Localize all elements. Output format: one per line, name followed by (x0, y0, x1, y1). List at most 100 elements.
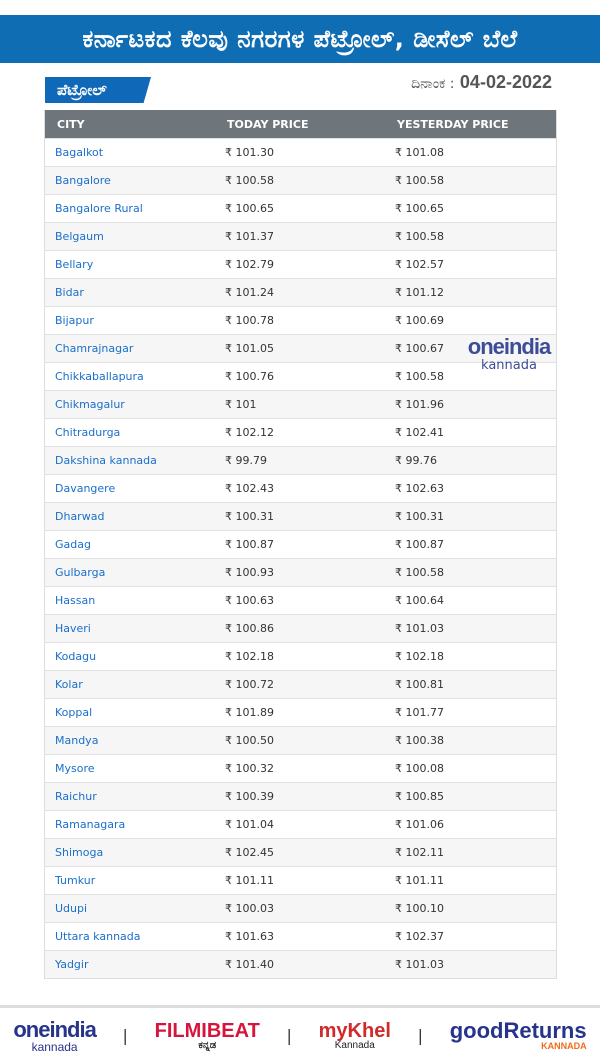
city-link[interactable]: Gulbarga (44, 558, 215, 587)
today-price: ₹ 100.87 (215, 530, 385, 559)
today-price: ₹ 100.86 (215, 614, 385, 643)
goodreturns-logo[interactable]: goodReturns KANNADA (450, 1020, 587, 1051)
city-link[interactable]: Kolar (44, 670, 215, 699)
city-link[interactable]: Raichur (44, 782, 215, 811)
today-price: ₹ 101.11 (215, 866, 385, 895)
watermark-sub: kannada (481, 358, 537, 373)
today-price: ₹ 101.24 (215, 278, 385, 307)
today-price: ₹ 102.79 (215, 250, 385, 279)
mykhel-logo[interactable]: myKhel Kannada (319, 1021, 391, 1051)
today-price: ₹ 100.50 (215, 726, 385, 755)
yesterday-price: ₹ 102.37 (385, 922, 557, 951)
city-link[interactable]: Dakshina kannada (44, 446, 215, 475)
table-row: Belgaum ₹ 101.37 ₹ 100.58 (44, 222, 557, 251)
city-link[interactable]: Hassan (44, 586, 215, 615)
yesterday-price: ₹ 101.03 (385, 614, 557, 643)
table-row: Shimoga ₹ 102.45 ₹ 102.11 (44, 838, 557, 867)
yesterday-price: ₹ 100.81 (385, 670, 557, 699)
city-link[interactable]: Davangere (44, 474, 215, 503)
date-value: 04-02-2022 (459, 72, 552, 92)
today-price: ₹ 100.76 (215, 362, 385, 391)
banner-title: ಕರ್ನಾಟಕದ ಕೆಲವು ನಗರಗಳ ಪೆಟ್ರೋಲ್, ಡೀಸೆಲ್ ಬೆ… (82, 25, 518, 53)
table-row: Gulbarga ₹ 100.93 ₹ 100.58 (44, 558, 557, 587)
city-link[interactable]: Chikmagalur (44, 390, 215, 419)
table-row: Dakshina kannada ₹ 99.79 ₹ 99.76 (44, 446, 557, 475)
table-row: Gadag ₹ 100.87 ₹ 100.87 (44, 530, 557, 559)
today-price: ₹ 101.37 (215, 222, 385, 251)
today-price: ₹ 100.63 (215, 586, 385, 615)
date-display: ದಿನಾಂಕ : 04-02-2022 (411, 72, 552, 93)
city-link[interactable]: Tumkur (44, 866, 215, 895)
city-link[interactable]: Dharwad (44, 502, 215, 531)
yesterday-price: ₹ 101.77 (385, 698, 557, 727)
city-link[interactable]: Mandya (44, 726, 215, 755)
city-link[interactable]: Mysore (44, 754, 215, 783)
logo-sub: kannada (31, 1039, 78, 1054)
city-link[interactable]: Bangalore Rural (44, 194, 215, 223)
table-row: Ramanagara ₹ 101.04 ₹ 101.06 (44, 810, 557, 839)
table-row: Dharwad ₹ 100.31 ₹ 100.31 (44, 502, 557, 531)
city-link[interactable]: Uttara kannada (44, 922, 215, 951)
separator: | (417, 1026, 423, 1045)
today-price: ₹ 101 (215, 390, 385, 419)
city-link[interactable]: Bellary (44, 250, 215, 279)
today-price: ₹ 101.63 (215, 922, 385, 951)
separator: | (286, 1026, 292, 1045)
city-link[interactable]: Bagalkot (44, 138, 215, 167)
city-link[interactable]: Koppal (44, 698, 215, 727)
city-link[interactable]: Chikkaballapura (44, 362, 215, 391)
table-row: Mandya ₹ 100.50 ₹ 100.38 (44, 726, 557, 755)
city-link[interactable]: Bidar (44, 278, 215, 307)
yesterday-price: ₹ 100.87 (385, 530, 557, 559)
today-price: ₹ 99.79 (215, 446, 385, 475)
filmibeat-logo[interactable]: FILMIBEAT ಕನ್ನಡ (155, 1021, 260, 1051)
date-label: ದಿನಾಂಕ : (411, 76, 455, 92)
table-row: Hassan ₹ 100.63 ₹ 100.64 (44, 586, 557, 615)
city-link[interactable]: Udupi (44, 894, 215, 923)
column-header-today: TODAY PRICE (215, 110, 385, 139)
column-header-city: CITY (44, 110, 215, 139)
city-link[interactable]: Gadag (44, 530, 215, 559)
yesterday-price: ₹ 101.12 (385, 278, 557, 307)
watermark-brand: oneindia (467, 334, 551, 359)
table-row: Tumkur ₹ 101.11 ₹ 101.11 (44, 866, 557, 895)
table-row: Uttara kannada ₹ 101.63 ₹ 102.37 (44, 922, 557, 951)
price-table: CITY TODAY PRICE YESTERDAY PRICE Bagalko… (44, 110, 557, 979)
city-link[interactable]: Chamrajnagar (44, 334, 215, 363)
logo-sub: KANNADA (541, 1041, 587, 1051)
logo-main: oneindia (13, 1016, 96, 1042)
today-price: ₹ 100.65 (215, 194, 385, 223)
table-row: Yadgir ₹ 101.40 ₹ 101.03 (44, 950, 557, 979)
city-link[interactable]: Ramanagara (44, 810, 215, 839)
today-price: ₹ 101.05 (215, 334, 385, 363)
city-link[interactable]: Haveri (44, 614, 215, 643)
yesterday-price: ₹ 100.58 (385, 222, 557, 251)
yesterday-price: ₹ 100.67 (385, 334, 557, 363)
city-link[interactable]: Bangalore (44, 166, 215, 195)
today-price: ₹ 100.39 (215, 782, 385, 811)
today-price: ₹ 100.78 (215, 306, 385, 335)
yesterday-price: ₹ 101.03 (385, 950, 557, 979)
city-link[interactable]: Shimoga (44, 838, 215, 867)
today-price: ₹ 100.72 (215, 670, 385, 699)
petrol-tab: ಪೆಟ್ರೋಲ್ (45, 77, 151, 103)
table-row: Raichur ₹ 100.39 ₹ 100.85 (44, 782, 557, 811)
today-price: ₹ 100.32 (215, 754, 385, 783)
oneindia-logo[interactable]: oneindia kannada (13, 1016, 96, 1054)
city-link[interactable]: Yadgir (44, 950, 215, 979)
table-row: Udupi ₹ 100.03 ₹ 100.10 (44, 894, 557, 923)
page-banner: ಕರ್ನಾಟಕದ ಕೆಲವು ನಗರಗಳ ಪೆಟ್ರೋಲ್, ಡೀಸೆಲ್ ಬೆ… (0, 15, 600, 63)
city-link[interactable]: Bijapur (44, 306, 215, 335)
yesterday-price: ₹ 101.06 (385, 810, 557, 839)
city-link[interactable]: Chitradurga (44, 418, 215, 447)
today-price: ₹ 102.43 (215, 474, 385, 503)
city-link[interactable]: Belgaum (44, 222, 215, 251)
table-row: Mysore ₹ 100.32 ₹ 100.08 (44, 754, 557, 783)
yesterday-price: ₹ 100.31 (385, 502, 557, 531)
yesterday-price: ₹ 100.64 (385, 586, 557, 615)
today-price: ₹ 102.18 (215, 642, 385, 671)
table-row: Chamrajnagar ₹ 101.05 ₹ 100.67 (44, 334, 557, 363)
city-link[interactable]: Kodagu (44, 642, 215, 671)
today-price: ₹ 101.40 (215, 950, 385, 979)
table-row: Chikkaballapura ₹ 100.76 ₹ 100.58 (44, 362, 557, 391)
